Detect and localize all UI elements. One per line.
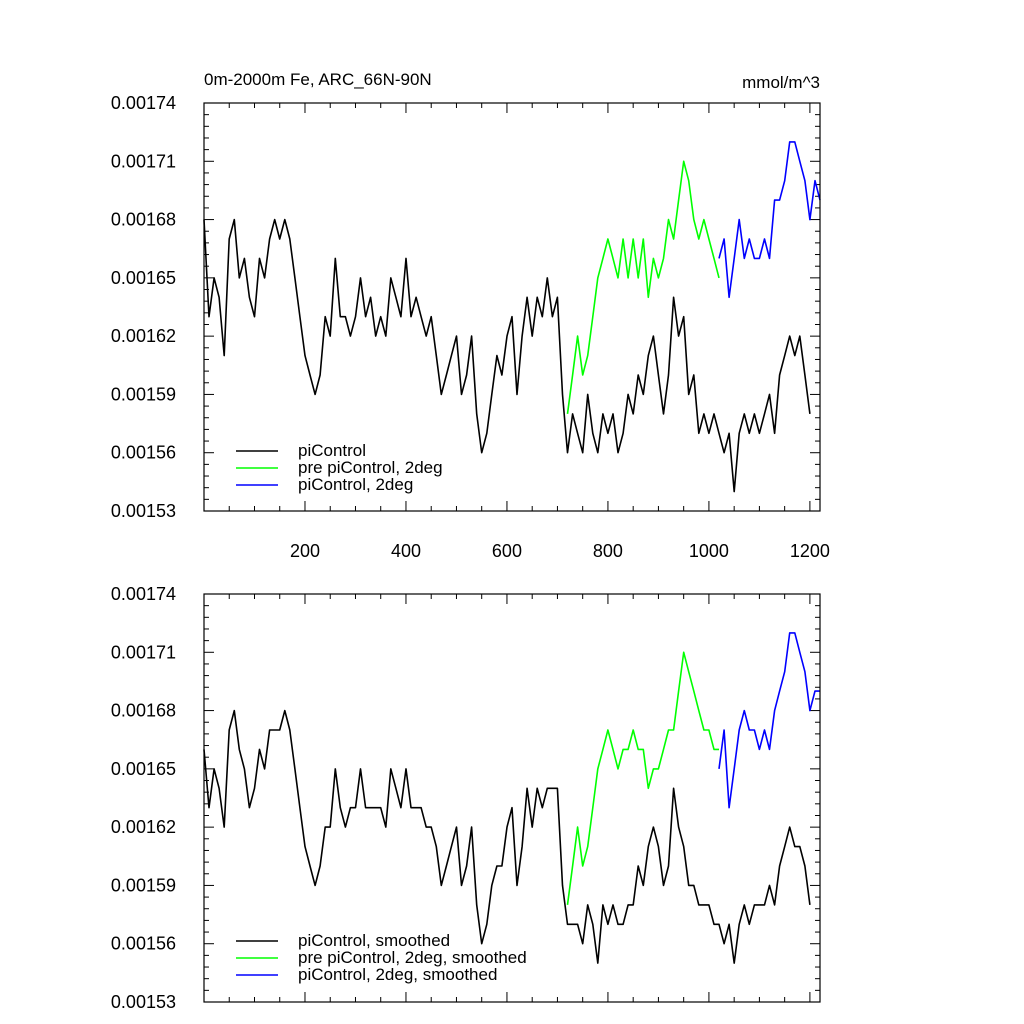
y-tick-label: 0.00153	[111, 992, 176, 1012]
y-tick-label: 0.00156	[111, 934, 176, 954]
legend-label: piControl, 2deg	[298, 475, 413, 494]
series-line-picontrol-2deg	[718, 141, 821, 299]
legend-label: pre piControl, 2deg	[298, 458, 443, 477]
y-tick-label: 0.00171	[111, 151, 176, 171]
bottom-axis-ticks	[204, 593, 820, 1003]
series-line-pre-picontrol-2deg	[566, 160, 720, 415]
y-tick-label: 0.00159	[111, 875, 176, 895]
x-tick-label: 200	[290, 541, 320, 561]
top-panel: 0m-2000m Fe, ARC_66N-90N mmol/m^3 0.0015…	[111, 70, 830, 561]
y-tick-label: 0.00162	[111, 817, 176, 837]
bottom-plot-frame	[203, 593, 821, 1003]
legend-label: piControl	[298, 441, 366, 460]
series-line-pre-picontrol-2deg-smoothed	[566, 651, 719, 906]
top-x-tick-labels: 200 400 600 800 1000 1200	[290, 541, 830, 561]
series-line-picontrol	[203, 218, 811, 493]
y-tick-label: 0.00165	[111, 268, 176, 288]
y-tick-label: 0.00159	[111, 384, 176, 404]
y-tick-label: 0.00162	[111, 326, 176, 346]
y-tick-label: 0.00153	[111, 501, 176, 521]
y-tick-label: 0.00168	[111, 210, 176, 230]
legend-label: piControl, 2deg, smoothed	[298, 965, 497, 984]
units-label: mmol/m^3	[742, 73, 820, 92]
top-y-tick-labels: 0.00153 0.00156 0.00159 0.00162 0.00165 0.001…	[111, 93, 176, 521]
legend-label: pre piControl, 2deg, smoothed	[298, 948, 527, 967]
x-tick-label: 1200	[790, 541, 830, 561]
x-tick-label: 800	[593, 541, 623, 561]
series-line-picontrol-2deg-smoothed	[718, 632, 820, 809]
series-line-picontrol-smoothed	[203, 709, 811, 964]
y-tick-label: 0.00168	[111, 701, 176, 721]
y-tick-label: 0.00156	[111, 443, 176, 463]
x-tick-label: 1000	[689, 541, 729, 561]
chart-title: 0m-2000m Fe, ARC_66N-90N	[204, 70, 432, 89]
legend-label: piControl, smoothed	[298, 931, 450, 950]
top-plot-frame	[203, 102, 821, 512]
y-tick-label: 0.00174	[111, 93, 176, 113]
y-tick-label: 0.00174	[111, 584, 176, 604]
bottom-y-tick-labels: 0.00153 0.00156 0.00159 0.00162 0.00165 0.001…	[111, 584, 176, 1012]
y-tick-label: 0.00171	[111, 642, 176, 662]
x-tick-label: 600	[492, 541, 522, 561]
top-axis-ticks	[204, 102, 820, 512]
bottom-series	[203, 632, 820, 964]
y-tick-label: 0.00165	[111, 759, 176, 779]
top-series	[203, 141, 821, 493]
x-tick-label: 400	[391, 541, 421, 561]
bottom-panel: 0.00153 0.00156 0.00159 0.00162 0.00165 0.001…	[111, 584, 821, 1012]
